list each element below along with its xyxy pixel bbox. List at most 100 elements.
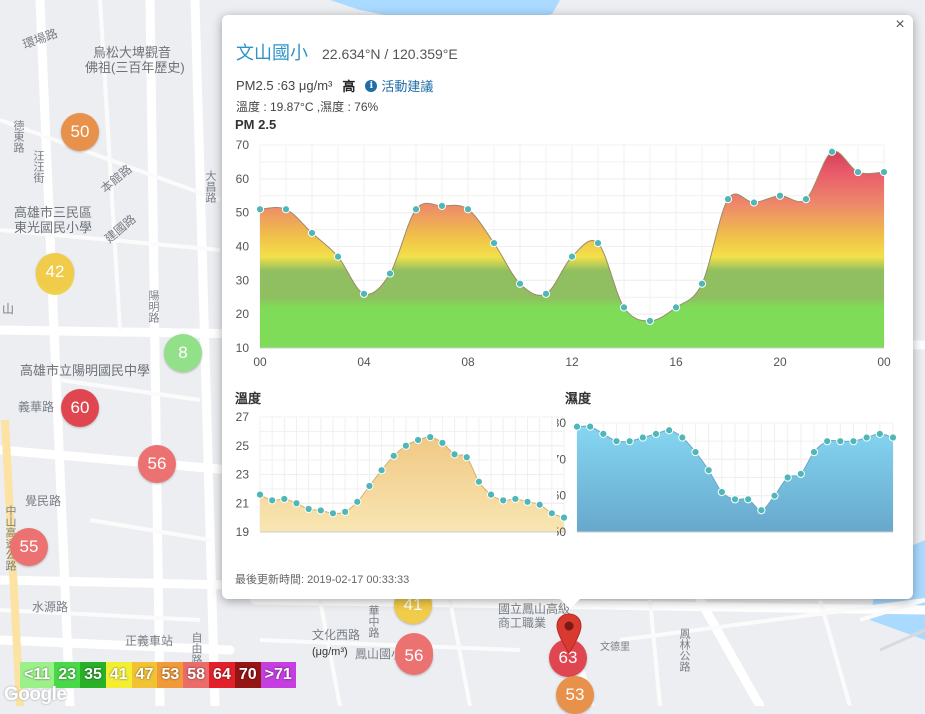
map-label: 東光國民小學 xyxy=(14,220,93,235)
data-point[interactable] xyxy=(783,473,792,482)
data-point[interactable] xyxy=(281,205,291,214)
data-point[interactable] xyxy=(801,195,811,204)
data-point[interactable] xyxy=(462,453,471,462)
map-label: 文德里 xyxy=(600,642,630,653)
data-point[interactable] xyxy=(730,495,740,504)
aqi-marker[interactable]: 63 xyxy=(549,639,587,677)
data-point[interactable] xyxy=(638,433,647,442)
data-point[interactable] xyxy=(651,429,661,438)
data-point[interactable] xyxy=(593,239,603,248)
legend-item: 70 xyxy=(234,662,261,688)
data-point[interactable] xyxy=(385,269,395,278)
data-point[interactable] xyxy=(426,433,435,442)
data-point[interactable] xyxy=(511,494,520,504)
data-point[interactable] xyxy=(691,447,700,457)
data-point[interactable] xyxy=(328,509,338,518)
data-point[interactable] xyxy=(489,239,499,248)
data-point[interactable] xyxy=(515,279,525,288)
data-point[interactable] xyxy=(625,437,634,446)
data-point[interactable] xyxy=(413,435,423,445)
data-point[interactable] xyxy=(704,466,713,475)
data-point[interactable] xyxy=(879,167,889,177)
data-point[interactable] xyxy=(389,451,398,460)
data-point[interactable] xyxy=(809,447,819,457)
data-point[interactable] xyxy=(559,513,567,522)
data-point[interactable] xyxy=(645,316,655,326)
data-point[interactable] xyxy=(678,433,687,442)
data-point[interactable] xyxy=(547,509,556,518)
data-point[interactable] xyxy=(307,228,317,238)
data-point[interactable] xyxy=(586,422,595,431)
data-point[interactable] xyxy=(827,147,837,156)
aqi-marker[interactable]: 53 xyxy=(556,676,594,714)
data-point[interactable] xyxy=(255,205,265,214)
data-point[interactable] xyxy=(499,496,508,505)
data-point[interactable] xyxy=(853,167,863,177)
data-point[interactable] xyxy=(849,437,858,446)
data-point[interactable] xyxy=(450,450,459,459)
data-point[interactable] xyxy=(671,303,681,312)
aqi-marker[interactable]: 56 xyxy=(395,637,433,675)
data-point[interactable] xyxy=(599,429,608,438)
data-point[interactable] xyxy=(353,497,362,506)
aqi-marker[interactable]: 8 xyxy=(164,334,202,372)
data-point[interactable] xyxy=(770,491,779,500)
y-tick-label: 21 xyxy=(236,496,250,510)
data-point[interactable] xyxy=(304,504,313,514)
data-point[interactable] xyxy=(665,426,674,435)
info-icon[interactable]: i xyxy=(365,79,378,92)
data-point[interactable] xyxy=(401,441,411,450)
data-point[interactable] xyxy=(862,433,871,442)
data-point[interactable] xyxy=(365,481,374,491)
data-point[interactable] xyxy=(377,466,386,475)
data-point[interactable] xyxy=(836,437,845,446)
data-point[interactable] xyxy=(463,205,473,214)
data-point[interactable] xyxy=(775,191,785,200)
data-point[interactable] xyxy=(749,198,759,207)
data-point[interactable] xyxy=(723,195,733,204)
data-point[interactable] xyxy=(567,252,577,261)
aqi-marker[interactable]: 50 xyxy=(61,113,99,151)
data-point[interactable] xyxy=(697,279,707,288)
data-point[interactable] xyxy=(823,437,832,446)
aqi-marker[interactable]: 56 xyxy=(138,445,176,483)
data-point[interactable] xyxy=(875,429,884,438)
data-point[interactable] xyxy=(717,487,726,497)
data-point[interactable] xyxy=(438,438,447,447)
data-point[interactable] xyxy=(280,494,289,504)
pm-chart-title: PM 2.5 xyxy=(235,117,277,132)
aqi-marker[interactable]: 55 xyxy=(10,528,48,566)
data-point[interactable] xyxy=(572,422,582,431)
data-point[interactable] xyxy=(486,490,496,499)
aqi-marker[interactable]: 60 xyxy=(61,389,99,427)
location-pin-icon[interactable] xyxy=(556,613,582,655)
data-point[interactable] xyxy=(612,437,621,446)
data-point[interactable] xyxy=(268,496,277,505)
map-label: 汪汪街 xyxy=(32,150,44,183)
close-icon[interactable]: × xyxy=(895,16,905,33)
aqi-marker[interactable]: 42 xyxy=(36,253,74,291)
activity-advice-link[interactable]: 活動建議 xyxy=(381,79,434,94)
data-point[interactable] xyxy=(255,490,265,499)
x-tick-label: 00 xyxy=(877,355,891,369)
data-point[interactable] xyxy=(757,506,766,515)
data-point[interactable] xyxy=(316,506,325,515)
data-point[interactable] xyxy=(474,477,483,486)
data-point[interactable] xyxy=(523,497,532,506)
data-point[interactable] xyxy=(888,433,898,442)
temp-chart-title: 溫度 xyxy=(235,391,262,406)
data-point[interactable] xyxy=(744,495,753,504)
data-point[interactable] xyxy=(359,289,369,298)
data-point[interactable] xyxy=(292,499,301,508)
data-point[interactable] xyxy=(796,469,805,478)
data-point[interactable] xyxy=(437,201,447,211)
map-label: 高雄市立陽明國民中學 xyxy=(20,363,151,378)
data-point[interactable] xyxy=(619,303,629,312)
data-point[interactable] xyxy=(341,507,350,516)
y-tick-label: 10 xyxy=(236,341,250,355)
map-label: 義華路 xyxy=(18,400,55,414)
data-point[interactable] xyxy=(535,500,544,509)
data-point[interactable] xyxy=(333,252,343,261)
data-point[interactable] xyxy=(541,289,551,298)
data-point[interactable] xyxy=(411,205,421,214)
